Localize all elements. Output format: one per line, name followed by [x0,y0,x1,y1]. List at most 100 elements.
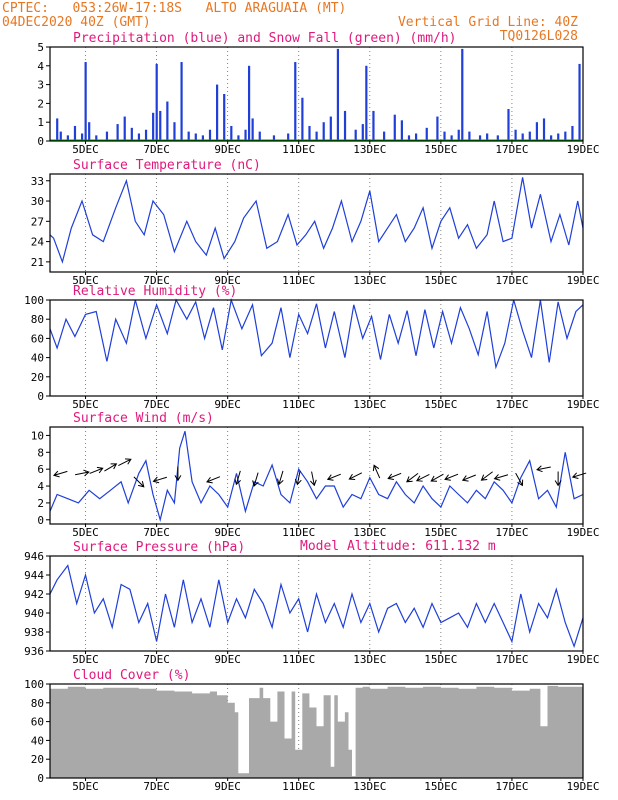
precip-xtick-label: 9DEC [214,143,241,156]
precip-bar [130,127,133,141]
pressure-xtick-label: 9DEC [214,653,241,666]
precip-bar [414,133,418,141]
precip-bar [80,133,84,141]
precip-bar [486,133,489,141]
wind-arrow-icon [326,473,341,481]
wind-arrow-icon [348,472,363,480]
temperature-xtick-label: 15DEC [424,274,457,287]
humidity-ytick-label: 40 [31,352,44,365]
humidity-ytick-label: 60 [31,332,44,345]
pressure-panel: Surface Pressure (hPa) 936 938 940 942 944 946… [24,540,599,666]
precip-bar [557,133,560,141]
pressure-title: Surface Pressure (hPa) [73,540,245,555]
wind-arrow-icon [444,473,459,481]
wind-xtick-label: 13DEC [353,526,386,539]
precip-bar [329,116,332,141]
humidity-xtick-label: 13DEC [353,398,386,411]
precip-bar [237,135,240,141]
precip-bar [208,129,212,141]
temperature-ytick-label: 24 [31,236,45,249]
wind-arrow-icon [387,472,402,480]
precip-bar [393,114,396,141]
cloud-xtick-label: 9DEC [214,780,241,793]
precip-bar [461,48,464,141]
pressure-xtick-label: 13DEC [353,653,386,666]
precip-xtick-label: 5DEC [72,143,99,156]
precip-bar [244,129,247,141]
precip-bar [336,48,340,141]
temperature-panel: Surface Temperature (nC) 21 24 27 30 33 5DEC 7D… [31,158,600,287]
temperature-xtick-label: 9DEC [214,274,241,287]
temperature-ytick-label: 27 [31,215,44,228]
wind-xtick-label: 11DEC [282,526,315,539]
precip-xtick-label: 13DEC [353,143,386,156]
precip-bar [88,122,91,141]
precip-bar [315,131,318,141]
precip-ytick-label: 4 [37,60,44,73]
wind-arrow-icon [75,469,90,477]
precip-bar [457,129,460,141]
pressure-xtick-label: 5DEC [72,653,99,666]
precip-bar [84,62,87,141]
humidity-series-line [49,297,584,370]
precip-bar [137,133,141,141]
header-station: CPTEC: 053:26W-17:18S ALTO ARAGUAIA (MT) [2,1,346,16]
wind-arrow-icon [493,474,509,481]
humidity-ytick-label: 20 [31,371,44,384]
precip-bar [528,131,531,141]
precip-bar [542,118,546,141]
precip-bar [66,135,69,141]
precip-bar [436,116,439,141]
precip-bar [521,133,524,141]
wind-xtick-label: 17DEC [495,526,528,539]
wind-arrow-icon [515,472,524,487]
wind-arrow-icon [174,466,182,482]
humidity-xtick-label: 9DEC [214,398,241,411]
wind-arrow-icon [277,470,284,486]
header-grid-line: Vertical Grid Line: 40Z [398,15,578,30]
humidity-xtick-label: 17DEC [495,398,528,411]
precip-xtick-label: 11DEC [282,143,315,156]
wind-xtick-label: 15DEC [424,526,457,539]
humidity-panel: Relative Humidity (%) 0 20 40 60 80 100 5DEC 7DE… [24,284,599,411]
pressure-xtick-label: 7DEC [143,653,170,666]
wind-title: Surface Wind (m/s) [73,411,214,426]
pressure-ytick-label: 938 [24,626,44,639]
header-run-time: 04DEC2020 40Z (GMT) [2,15,151,30]
precip-bar [95,135,98,141]
wind-xtick-label: 19DEC [566,526,599,539]
cloud-frame [49,683,584,779]
wind-ytick-label: 8 [37,446,44,459]
precip-xtick-label: 17DEC [495,143,528,156]
precip-bar [550,135,553,141]
pressure-ytick-label: 946 [24,550,44,563]
precip-bar [73,125,77,141]
cloud-xtick-label: 15DEC [424,780,457,793]
wind-arrow-icon [104,463,118,472]
wind-xtick-label: 9DEC [214,526,241,539]
precip-bar [443,131,446,141]
humidity-xtick-label: 15DEC [424,398,457,411]
precip-bar [400,120,403,141]
precip-title: Precipitation (blue) and Snow Fall (gree… [73,31,457,46]
temperature-xtick-label: 5DEC [72,274,99,287]
temperature-xtick-label: 7DEC [143,274,170,287]
precip-bar [383,131,386,141]
precip-panel: Precipitation (blue) and Snow Fall (gree… [37,31,599,156]
wind-ytick-label: 0 [37,514,44,527]
pressure-xtick-label: 17DEC [495,653,528,666]
pressure-series-line [49,564,584,649]
wind-arrow-icon [152,476,168,484]
wind-arrow-icon [430,473,444,482]
cloud-xtick-label: 19DEC [566,780,599,793]
pressure-frame [49,555,584,652]
pressure-xtick-label: 15DEC [424,653,457,666]
pressure-ytick-label: 940 [24,607,44,620]
precip-bar [301,97,304,141]
precip-bar [343,110,347,141]
precip-ytick-label: 3 [37,79,44,92]
precip-ytick-label: 1 [37,116,44,129]
temperature-xtick-label: 11DEC [282,274,315,287]
wind-arrow-icon [461,474,476,482]
cloud-panel: Cloud Cover (%) 0 20 40 60 80 100 5DEC 7DEC 9DEC 1… [24,668,599,793]
